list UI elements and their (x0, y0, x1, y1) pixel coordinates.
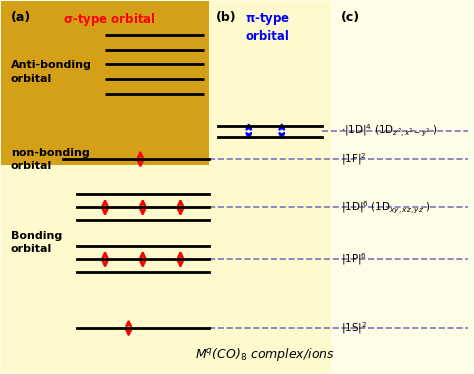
Bar (331, 1, 473, 373)
Bar (1, 165, 209, 373)
Text: |1F|$^2$: |1F|$^2$ (341, 151, 366, 167)
Text: (b): (b) (216, 11, 237, 24)
Text: |1D|$^6$ (1D$_{xy,xz,yz}$ ): |1D|$^6$ (1D$_{xy,xz,yz}$ ) (341, 199, 430, 215)
Text: non-bonding
orbital: non-bonding orbital (11, 148, 90, 171)
Text: |1P|$^6$: |1P|$^6$ (341, 251, 367, 267)
Text: (c): (c) (341, 11, 360, 24)
Bar (1, 1, 209, 165)
Text: Bonding
orbital: Bonding orbital (11, 231, 62, 254)
Text: |1S|$^2$: |1S|$^2$ (341, 320, 367, 336)
Bar (209, 1, 331, 373)
Text: M$^q$(CO)$_8$ complex/ions: M$^q$(CO)$_8$ complex/ions (195, 346, 335, 363)
Text: $\cdot$|1D|$^4$ (1D$_{z^2,x^2-y^2}$ ): $\cdot$|1D|$^4$ (1D$_{z^2,x^2-y^2}$ ) (341, 123, 438, 140)
Text: Anti-bonding
orbital: Anti-bonding orbital (11, 60, 91, 83)
Text: $\mathbf{\sigma}$-type orbital: $\mathbf{\sigma}$-type orbital (64, 11, 156, 28)
Text: (a): (a) (11, 11, 31, 24)
Text: $\mathbf{\pi}$-type
orbital: $\mathbf{\pi}$-type orbital (245, 11, 290, 43)
